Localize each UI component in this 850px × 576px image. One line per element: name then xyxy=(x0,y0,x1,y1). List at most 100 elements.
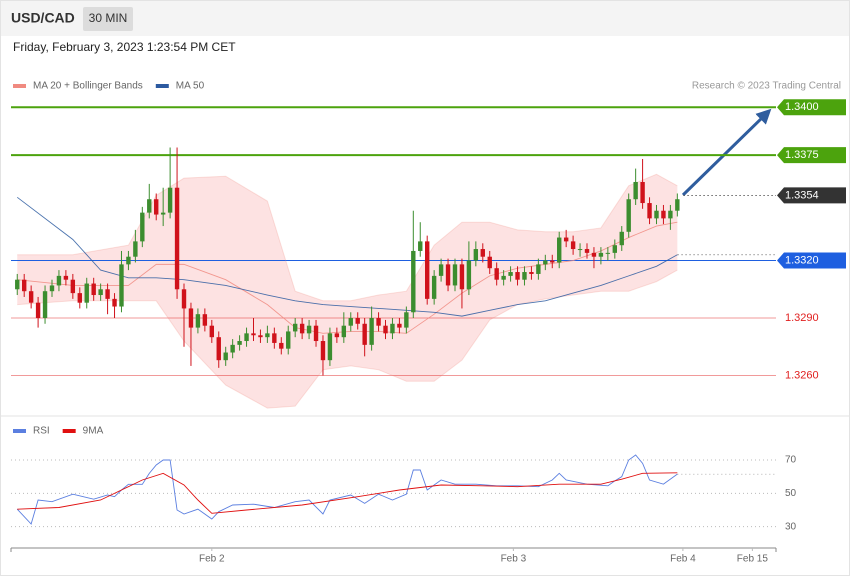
candle-body xyxy=(119,264,124,307)
series-line xyxy=(17,472,678,514)
candle-body xyxy=(418,241,423,251)
level-label: 1.3375 xyxy=(785,149,819,161)
candle-body xyxy=(237,341,242,345)
header-bar xyxy=(1,1,849,36)
legend-label: RSI xyxy=(33,426,50,437)
candle-body xyxy=(202,314,208,326)
level-label: 1.3290 xyxy=(785,312,819,324)
candle-body xyxy=(459,264,465,290)
candle-body xyxy=(570,241,576,250)
candle-body xyxy=(320,341,326,361)
candle-body xyxy=(612,245,618,253)
level-label: 1.3354 xyxy=(785,189,819,201)
level-tag xyxy=(777,147,846,164)
legend-label: 9MA xyxy=(83,426,104,437)
candle-body xyxy=(292,323,298,332)
candle-body xyxy=(522,272,527,280)
candle-body xyxy=(216,337,221,361)
candle-body xyxy=(35,302,41,319)
candle-body xyxy=(424,241,430,299)
candle-body xyxy=(369,318,374,345)
candle-body xyxy=(133,241,138,257)
candle-body xyxy=(313,325,319,342)
candle-body xyxy=(466,260,472,290)
level-label: 1.3400 xyxy=(785,101,819,113)
candle-body xyxy=(77,293,82,303)
x-tick-label: Feb 4 xyxy=(670,554,696,565)
plot-layer: MA 20 + Bollinger Bands MA 50 1.3400 1.3375… xyxy=(10,81,846,565)
legend-label: MA 50 xyxy=(176,81,205,92)
candle-body xyxy=(598,252,604,257)
candle-body xyxy=(348,318,353,326)
candle-body xyxy=(633,181,638,200)
candle-body xyxy=(431,275,437,299)
candle-body xyxy=(209,325,215,338)
candle-body xyxy=(286,331,291,349)
candle-body xyxy=(591,252,597,257)
credit: Research © 2023 Trading Central xyxy=(692,81,841,92)
candle-body xyxy=(258,335,263,338)
candle-body xyxy=(605,252,611,254)
candle-body xyxy=(251,333,256,336)
candle-body xyxy=(188,308,194,328)
candle-body xyxy=(181,289,187,309)
candle-body xyxy=(480,249,485,257)
candle-body xyxy=(42,291,48,319)
candle-body xyxy=(355,318,360,324)
candle-body xyxy=(22,279,27,292)
candle-body xyxy=(557,237,562,263)
candle-body xyxy=(341,325,347,338)
candle-body xyxy=(668,210,673,219)
level-label: 1.3320 xyxy=(785,254,819,266)
legend-swatch xyxy=(62,429,76,433)
y-tick-label: 30 xyxy=(785,521,797,532)
level-tag xyxy=(777,252,846,269)
candle-body xyxy=(563,237,569,242)
candle-body xyxy=(15,279,20,290)
timeframe[interactable]: 30 MIN xyxy=(89,11,128,25)
candle-body xyxy=(362,323,367,345)
candle-body xyxy=(508,272,513,276)
datetime: Friday, February 3, 2023 1:23:54 PM CET xyxy=(13,40,236,54)
candle-body xyxy=(494,268,499,280)
candle-body xyxy=(299,323,305,334)
candle-body xyxy=(445,264,451,286)
candle-body xyxy=(383,325,388,334)
candle-body xyxy=(272,333,277,343)
legend-swatch xyxy=(13,429,26,433)
level-tag xyxy=(777,187,846,204)
candle-body xyxy=(529,272,534,274)
candle-body xyxy=(28,291,34,303)
candle-body xyxy=(174,187,180,290)
ma-line xyxy=(16,196,678,317)
candle-body xyxy=(195,314,201,328)
band-lower xyxy=(17,269,678,409)
candle-body xyxy=(501,275,506,280)
candle-body xyxy=(536,264,541,274)
legend-swatch xyxy=(13,84,26,88)
symbol: USD/CAD xyxy=(11,10,75,26)
bollinger-band xyxy=(17,174,678,409)
candle-body xyxy=(376,318,381,326)
candle-body xyxy=(91,283,96,296)
candle-body xyxy=(647,203,652,219)
candle-body xyxy=(438,264,444,276)
candle-body xyxy=(49,285,55,292)
candle-body xyxy=(397,323,402,328)
candle-body xyxy=(230,344,235,353)
timeframe-badge[interactable] xyxy=(83,7,133,31)
candle-body xyxy=(63,275,69,280)
candle-body xyxy=(167,187,173,213)
candle-body xyxy=(543,260,548,265)
candle-body xyxy=(56,275,62,286)
candle-body xyxy=(654,210,659,219)
candle-body xyxy=(390,323,395,334)
candle-body xyxy=(334,333,340,338)
candle-body xyxy=(265,333,270,338)
candle-body xyxy=(279,342,284,349)
y-tick-label: 50 xyxy=(785,488,797,499)
candle-body xyxy=(640,181,645,204)
candle-body xyxy=(577,249,583,251)
candle-body xyxy=(126,256,131,265)
